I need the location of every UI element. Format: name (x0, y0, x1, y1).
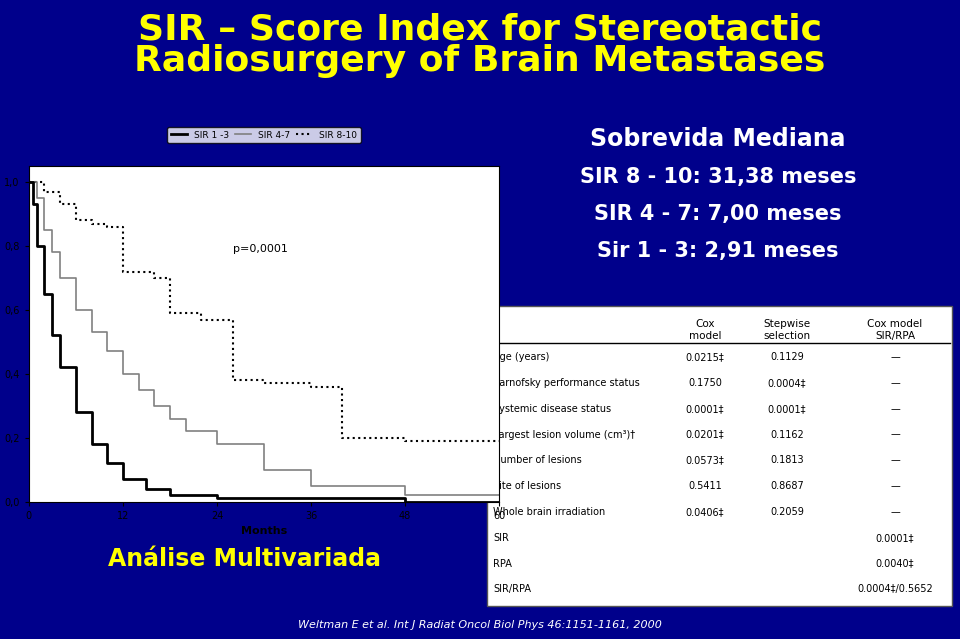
Text: Karnofsky performance status: Karnofsky performance status (493, 378, 639, 388)
Text: 0.0001‡: 0.0001‡ (876, 533, 914, 543)
Text: 0.0004‡/0.5652: 0.0004‡/0.5652 (857, 585, 933, 594)
Text: —: — (890, 352, 900, 362)
Text: p=0,0001: p=0,0001 (232, 244, 287, 254)
Text: 0.8687: 0.8687 (770, 481, 804, 491)
Text: Análise Univariada: Análise Univariada (120, 459, 370, 483)
Text: 0.1750: 0.1750 (688, 378, 722, 388)
Text: 0.0406‡: 0.0406‡ (685, 507, 724, 517)
Text: Largest lesion volume (cm³)†: Largest lesion volume (cm³)† (493, 429, 636, 440)
Text: Radiosurgery of Brain Metastases: Radiosurgery of Brain Metastases (134, 44, 826, 78)
Text: SIR: SIR (493, 533, 509, 543)
Text: Whole brain irradiation: Whole brain irradiation (493, 507, 605, 517)
Text: 0.1162: 0.1162 (770, 429, 804, 440)
Text: Cox model
SIR/RPA: Cox model SIR/RPA (868, 319, 923, 341)
Text: 0.0001‡: 0.0001‡ (768, 404, 806, 414)
Text: 0.0215‡: 0.0215‡ (685, 352, 725, 362)
Text: 0.0001‡: 0.0001‡ (685, 404, 724, 414)
Text: Sobrevida Mediana: Sobrevida Mediana (590, 127, 846, 151)
Legend: SIR 1 -3, SIR 4-7, SIR 8-10: SIR 1 -3, SIR 4-7, SIR 8-10 (167, 127, 361, 143)
Text: 0.0201‡: 0.0201‡ (685, 429, 724, 440)
Bar (487, 306, 952, 606)
Text: Cox
model: Cox model (688, 319, 721, 341)
Text: Análise Multivariada: Análise Multivariada (108, 547, 381, 571)
Text: 0.1813: 0.1813 (770, 456, 804, 465)
Text: Site of lesions: Site of lesions (493, 481, 562, 491)
Text: Age (years): Age (years) (493, 352, 549, 362)
Text: SIR 8 - 10: 31,38 meses: SIR 8 - 10: 31,38 meses (580, 167, 856, 187)
Text: SIR – Score Index for Stereotactic: SIR – Score Index for Stereotactic (138, 12, 822, 46)
Text: —: — (890, 378, 900, 388)
Text: —: — (890, 481, 900, 491)
Text: SIR/RPA: SIR/RPA (493, 585, 531, 594)
Text: —: — (890, 456, 900, 465)
Text: RPA: RPA (493, 558, 512, 569)
Text: 0.2059: 0.2059 (770, 507, 804, 517)
Text: Weltman E et al. Int J Radiat Oncol Biol Phys 46:1151-1161, 2000: Weltman E et al. Int J Radiat Oncol Biol… (298, 620, 662, 630)
X-axis label: Months: Months (241, 526, 287, 536)
Text: SIR 4 - 7: 7,00 meses: SIR 4 - 7: 7,00 meses (594, 204, 842, 224)
Text: —: — (890, 429, 900, 440)
Text: —: — (890, 507, 900, 517)
Text: —: — (890, 404, 900, 414)
Text: Sir 1 - 3: 2,91 meses: Sir 1 - 3: 2,91 meses (597, 241, 839, 261)
Text: 0.0040‡: 0.0040‡ (876, 558, 914, 569)
Text: Stepwise
selection: Stepwise selection (763, 319, 810, 341)
Text: 0.1129: 0.1129 (770, 352, 804, 362)
Text: Systemic disease status: Systemic disease status (493, 404, 612, 414)
Text: 0.5411: 0.5411 (688, 481, 722, 491)
Text: Number of lesions: Number of lesions (493, 456, 582, 465)
Text: 0.0573‡: 0.0573‡ (685, 456, 725, 465)
Text: 0.0004‡: 0.0004‡ (768, 378, 806, 388)
